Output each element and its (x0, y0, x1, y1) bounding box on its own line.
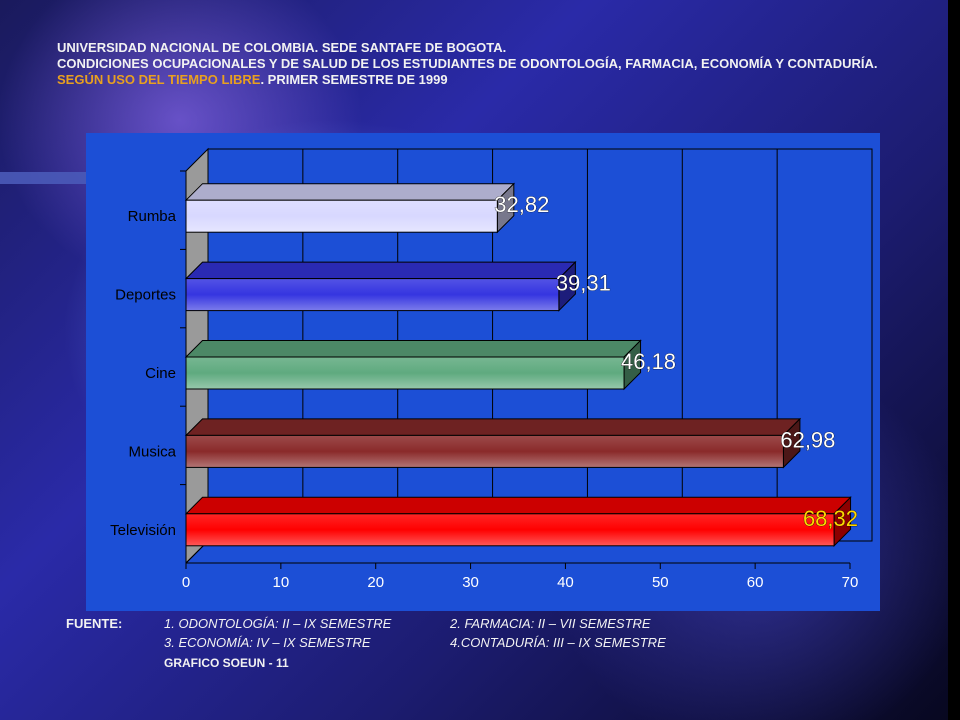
slide-header: UNIVERSIDAD NACIONAL DE COLOMBIA. SEDE S… (57, 40, 947, 88)
bar-rumba (185, 199, 498, 233)
x-tick-label: 40 (557, 574, 574, 591)
x-tick-label: 60 (747, 574, 764, 591)
header-semester: . PRIMER SEMESTRE DE 1999 (260, 72, 448, 87)
x-tick-label: 50 (652, 574, 669, 591)
footer-row-1: 1. ODONTOLOGÍA: II – IX SEMESTRE 2. FARM… (164, 614, 651, 634)
data-label: 46,18 (621, 349, 676, 374)
data-label: 62,98 (780, 427, 835, 452)
x-tick-label: 10 (273, 574, 290, 591)
data-label: 32,82 (494, 192, 549, 217)
x-tick-label: 30 (462, 574, 479, 591)
right-edge-strip (948, 0, 960, 720)
header-subtitle: CONDICIONES OCUPACIONALES Y DE SALUD DE … (57, 56, 878, 71)
bar-top-cine (184, 340, 642, 358)
footer-graph-id: GRAFICO SOEUN - 11 (164, 656, 289, 670)
footer-row-2: 3. ECONOMÍA: IV – IX SEMESTRE 4.CONTADUR… (164, 633, 666, 653)
footer-item-economia: 3. ECONOMÍA: IV – IX SEMESTRE (164, 635, 371, 650)
bar-chart: 0 10 20 30 40 50 60 70 Rumba 32,82 Deportes 39,31 Ci… (110, 147, 873, 591)
x-tick-label: 0 (182, 574, 190, 591)
footer-item-contaduria: 4.CONTADURÍA: III – IX SEMESTRE (450, 635, 666, 650)
data-label: 39,31 (556, 271, 611, 296)
y-category-label: Cine (145, 365, 176, 382)
header-institution: UNIVERSIDAD NACIONAL DE COLOMBIA. SEDE S… (57, 40, 507, 55)
y-category-label: Rumba (128, 208, 177, 225)
bar-top-deportes (184, 261, 577, 280)
bar-televisión (185, 513, 835, 547)
bar-top-musica (184, 418, 802, 436)
header-scope: SEGÚN USO DEL TIEMPO LIBRE. PRIMER SEMES… (57, 72, 947, 88)
data-label: 68,32 (803, 506, 858, 531)
decorative-bar (0, 172, 86, 184)
x-tick-label: 20 (367, 574, 384, 591)
y-category-label: Televisión (110, 522, 176, 539)
bar-deportes (185, 278, 560, 312)
footer-source-label: FUENTE: (66, 616, 123, 631)
bar-cine (185, 356, 625, 390)
x-tick-label: 70 (842, 574, 859, 591)
bar-top-rumba (184, 183, 516, 201)
header-highlight: SEGÚN USO DEL TIEMPO LIBRE (57, 72, 261, 87)
bar-top-televisión (184, 496, 852, 515)
bar-musica (185, 434, 784, 468)
y-category-label: Musica (128, 443, 176, 460)
y-category-label: Deportes (115, 287, 176, 304)
footer-item-odontologia: 1. ODONTOLOGÍA: II – IX SEMESTRE (164, 616, 392, 631)
footer-item-farmacia: 2. FARMACIA: II – VII SEMESTRE (450, 616, 651, 631)
